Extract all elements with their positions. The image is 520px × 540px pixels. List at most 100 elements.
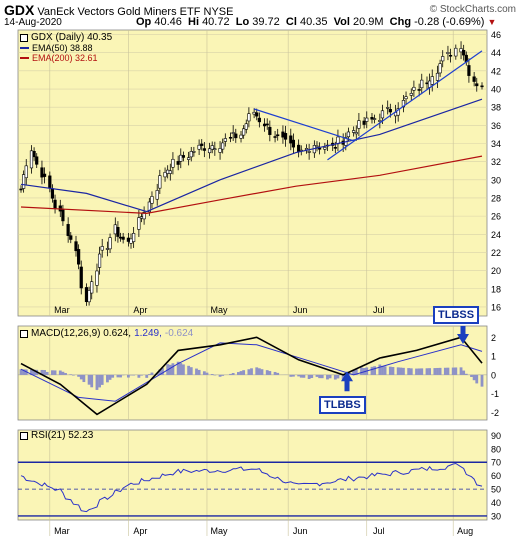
- candle-body: [255, 112, 259, 117]
- ema200-legend-row: EMA(200) 32.61: [20, 53, 98, 63]
- macd-histogram-bar: [147, 374, 151, 375]
- macd-histogram-bar: [19, 369, 23, 375]
- ticker-symbol: GDX: [4, 2, 35, 18]
- candle-body: [187, 157, 191, 160]
- macd-legend-row: MACD(12,26,9) 0.624, 1.249, -0.624: [20, 328, 193, 339]
- x-tick-label: Aug: [457, 526, 473, 536]
- rsi-plot-area: [17, 429, 488, 521]
- ema50-legend-row: EMA(50) 38.88: [20, 43, 93, 53]
- candle-body: [168, 170, 172, 174]
- macd-histogram-bar: [179, 363, 183, 375]
- candle-body: [200, 143, 204, 146]
- macd-histogram-bar: [150, 372, 154, 375]
- x-tick-label: Apr: [133, 526, 147, 536]
- y-tick-label: 70: [491, 458, 501, 468]
- macd-histogram-bar: [181, 364, 185, 375]
- macd-histogram-bar: [425, 368, 429, 375]
- rsi-legend-row: RSI(21) 52.23: [20, 430, 93, 441]
- candle-body: [228, 136, 233, 139]
- y-tick-label: 22: [491, 248, 501, 258]
- macd-line: [20, 336, 483, 416]
- candle-body: [273, 136, 277, 138]
- y-tick-label: 50: [491, 485, 501, 495]
- macd-histogram-bar: [373, 366, 377, 375]
- macd-histogram-bar: [454, 367, 458, 375]
- candle-body: [176, 161, 180, 165]
- macd-histogram-bar: [436, 367, 439, 375]
- low-value: 39.72: [252, 16, 280, 28]
- candle-body: [116, 227, 120, 237]
- candle-body: [438, 63, 442, 74]
- macd-panel: -2 -1 0 1 2: [17, 325, 499, 421]
- x-tick-label: May: [210, 305, 228, 315]
- macd-histogram-bar: [302, 374, 306, 378]
- macd-histogram-bar: [90, 374, 94, 388]
- close-label: Cl: [285, 16, 297, 28]
- macd-histogram-bar: [40, 369, 44, 375]
- candle-body: [132, 233, 136, 242]
- candle-body: [357, 120, 361, 129]
- macd-histogram-bar: [409, 368, 413, 375]
- candle-body: [166, 169, 170, 174]
- candle-body: [396, 108, 400, 116]
- candle-body: [318, 147, 322, 150]
- macd-histogram-bar: [402, 367, 405, 375]
- candle-body: [218, 148, 222, 153]
- open-label: Op: [136, 16, 152, 28]
- macd-histogram-bar: [381, 365, 384, 375]
- y-tick-label: -1: [491, 389, 499, 399]
- y-tick-label: 24: [491, 230, 501, 240]
- macd-histogram-bar: [231, 373, 235, 375]
- candle-body: [142, 211, 146, 220]
- macd-histogram-bar: [45, 371, 49, 375]
- macd-histogram-bar: [370, 366, 374, 375]
- candle-body: [181, 155, 185, 158]
- macd-histogram-bar: [218, 374, 222, 377]
- macd-histogram-bar: [126, 374, 130, 378]
- macd-histogram-bar: [210, 374, 214, 375]
- candle-body: [373, 118, 377, 120]
- candle-body: [202, 148, 206, 151]
- volume-label: Vol: [333, 16, 350, 28]
- candle-legend-icon: [20, 33, 28, 42]
- ema200-line: [20, 155, 483, 215]
- candle-body: [257, 117, 261, 123]
- candle-body: [242, 128, 246, 136]
- macd-histogram-bar: [239, 371, 243, 375]
- candle-body: [113, 224, 117, 235]
- ema200-legend: EMA(200) 32.61: [32, 53, 98, 63]
- candle-body: [213, 148, 217, 151]
- y-tick-label: 40: [491, 498, 501, 508]
- candle-body: [428, 80, 432, 88]
- ema50-legend: EMA(50) 38.88: [32, 43, 93, 53]
- candle-body: [61, 209, 65, 222]
- y-tick-label: -2: [491, 408, 499, 418]
- candle-body: [108, 237, 112, 250]
- candle-body: [370, 117, 374, 120]
- macd-histogram-bar: [383, 366, 387, 375]
- macd-histogram-bar: [213, 374, 217, 376]
- macd-legend: MACD(12,26,9) 0.624,: [31, 328, 132, 339]
- macd-histogram-bar: [265, 370, 269, 375]
- candle-body: [19, 188, 23, 191]
- macd-histogram-bar: [119, 374, 122, 378]
- candle-body: [179, 154, 183, 162]
- candle-body: [425, 82, 429, 85]
- candle-body: [417, 89, 421, 91]
- candle-body: [139, 216, 144, 219]
- macd-histogram-bar: [399, 367, 403, 375]
- macd-histogram-bar: [378, 364, 382, 375]
- candle-body: [210, 145, 214, 150]
- macd-histogram-bar: [197, 369, 201, 375]
- signal-legend: 1.249,: [134, 328, 162, 339]
- exchange-name: NYSE: [203, 6, 234, 18]
- candle-body: [24, 165, 28, 179]
- y-tick-label: 28: [491, 193, 501, 203]
- candle-body: [441, 56, 445, 62]
- candle-body: [77, 249, 81, 265]
- macd-histogram-bar: [202, 371, 206, 375]
- candle-body: [90, 281, 94, 294]
- candle-body: [281, 131, 285, 138]
- candle-body: [462, 50, 466, 56]
- macd-histogram-bar: [341, 374, 345, 380]
